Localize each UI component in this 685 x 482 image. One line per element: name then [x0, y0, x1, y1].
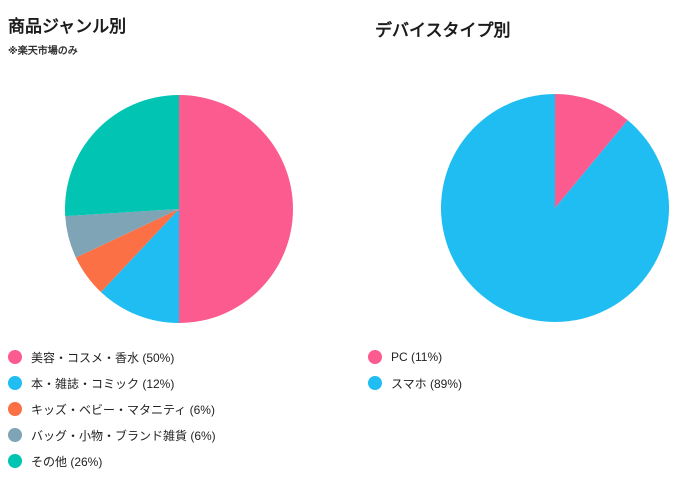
pie-slice-その他	[65, 95, 179, 217]
legend-label: その他 (26%)	[31, 454, 103, 469]
legend-label: キッズ・ベビー・マタニティ (6%)	[31, 402, 215, 417]
legend-label: バッグ・小物・ブランド雑貨 (6%)	[31, 428, 216, 443]
legend-swatch-icon	[8, 402, 22, 416]
legend-item: バッグ・小物・ブランド雑貨 (6%)	[8, 427, 216, 443]
legend-label: 美容・コスメ・香水 (50%)	[31, 350, 175, 365]
legend-label: PC (11%)	[391, 350, 443, 364]
legend-item: スマホ (89%)	[368, 375, 462, 391]
device-legend: PC (11%) スマホ (89%)	[368, 349, 462, 391]
pie-slice-キッズ・ベビー・マタニティ	[75, 209, 179, 293]
legend-item: キッズ・ベビー・マタニティ (6%)	[8, 401, 216, 417]
pie-slice-スマホ	[441, 94, 669, 322]
pie-slice-美容・コスメ・香水	[179, 95, 293, 323]
legend-swatch-icon	[368, 350, 382, 364]
legend-item: 本・雑誌・コミック (12%)	[8, 375, 216, 391]
pie-slice-本・雑誌・コミック	[100, 209, 179, 323]
left-chart-title: 商品ジャンル別	[8, 17, 127, 36]
legend-label: 本・雑誌・コミック (12%)	[31, 376, 175, 391]
genre-legend: 美容・コスメ・香水 (50%) 本・雑誌・コミック (12%) キッズ・ベビー・マタ…	[8, 349, 216, 469]
legend-item: PC (11%)	[368, 349, 462, 365]
right-chart-title: デバイスタイプ別	[375, 21, 511, 40]
legend-swatch-icon	[8, 350, 22, 364]
pie-slice-バッグ・小物・ブランド雑貨	[65, 209, 179, 258]
genre-pie-chart	[65, 95, 293, 323]
legend-swatch-icon	[368, 376, 382, 390]
device-pie-chart	[441, 94, 669, 322]
legend-item: 美容・コスメ・香水 (50%)	[8, 349, 216, 365]
legend-item: その他 (26%)	[8, 453, 216, 469]
pie-slice-PC	[555, 94, 628, 208]
legend-label: スマホ (89%)	[391, 376, 462, 391]
legend-swatch-icon	[8, 376, 22, 390]
left-chart-subtitle: ※楽天市場のみ	[8, 46, 78, 57]
legend-swatch-icon	[8, 454, 22, 468]
legend-swatch-icon	[8, 428, 22, 442]
